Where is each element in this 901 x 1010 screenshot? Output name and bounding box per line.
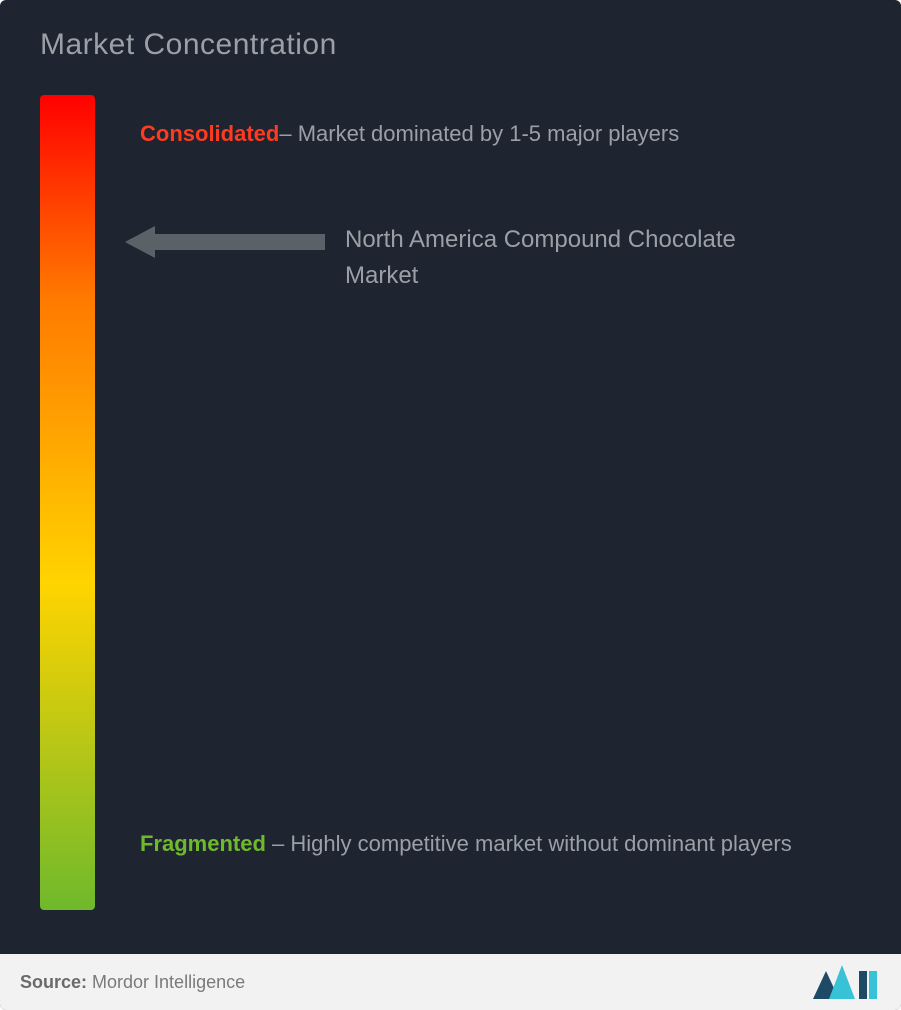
card-footer: Source: Mordor Intelligence — [0, 954, 901, 1010]
fragmented-text: – Highly competitive market without domi… — [266, 831, 792, 856]
consolidated-description: Consolidated– Market dominated by 1-5 ma… — [140, 110, 790, 158]
source-value: Mordor Intelligence — [87, 972, 245, 992]
fragmented-keyword: Fragmented — [140, 831, 266, 856]
card-title: Market Concentration — [40, 28, 337, 62]
market-concentration-card: Market Concentration Consolidated– Marke… — [0, 0, 901, 1010]
source-label: Source: — [20, 972, 87, 992]
fragmented-description: Fragmented – Highly competitive market w… — [140, 820, 860, 868]
mordor-logo-icon — [813, 965, 877, 999]
consolidated-text: – Market dominated by 1-5 major players — [279, 121, 679, 146]
arrow-left-icon — [125, 222, 325, 262]
market-pointer: North America Compound Chocolate Market — [125, 222, 745, 294]
source-line: Source: Mordor Intelligence — [20, 972, 245, 993]
pointer-label: North America Compound Chocolate Market — [345, 222, 745, 294]
consolidated-keyword: Consolidated — [140, 121, 279, 146]
concentration-gradient-bar — [40, 95, 95, 910]
